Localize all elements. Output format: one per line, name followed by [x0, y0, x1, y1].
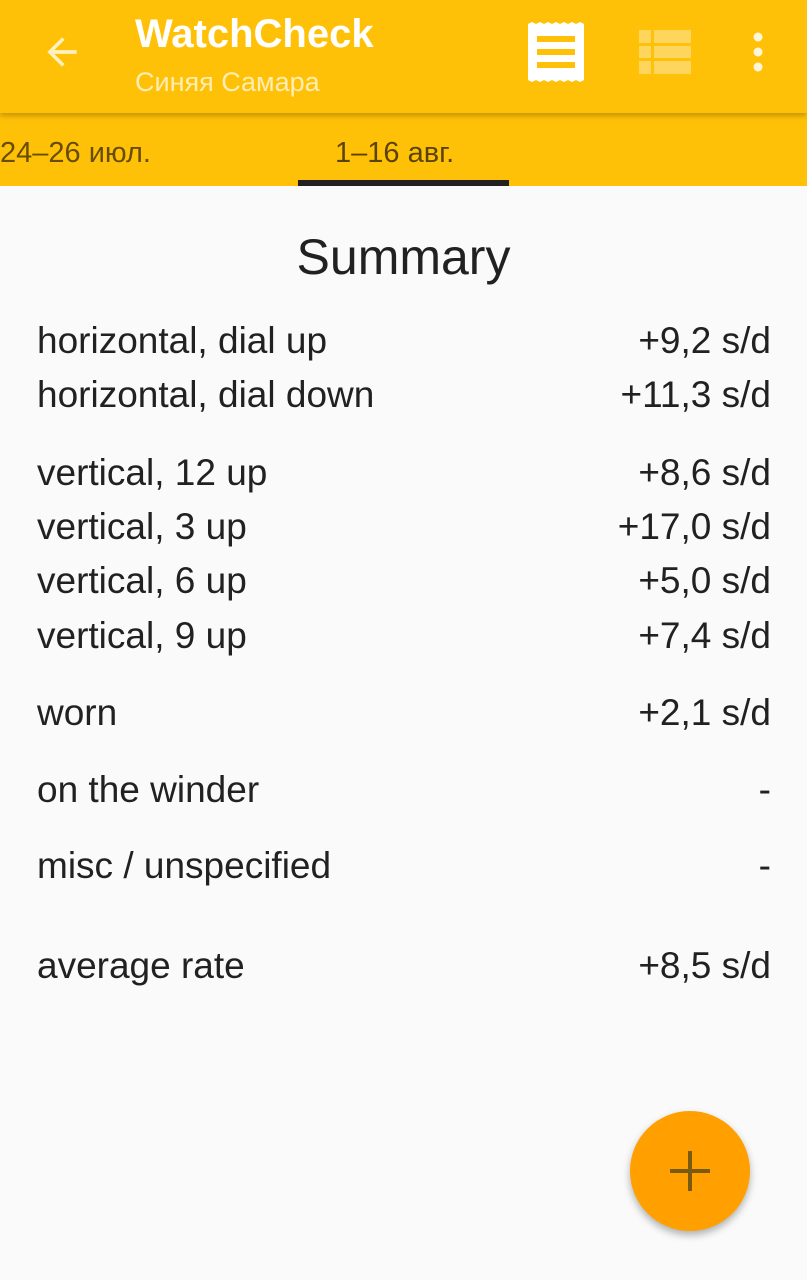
- row-value: -: [758, 845, 771, 886]
- row-label: average rate: [37, 945, 245, 986]
- app-subtitle: Синяя Самара: [135, 67, 320, 97]
- app-bar: WatchCheck Синяя Самара: [0, 0, 807, 113]
- more-options-button[interactable]: [748, 32, 768, 77]
- add-button[interactable]: [630, 1111, 750, 1231]
- summary-row: worn +2,1 s/d: [37, 692, 771, 736]
- summary-heading: Summary: [296, 229, 511, 285]
- row-label: vertical, 3 up: [37, 506, 247, 547]
- summary-row: vertical, 9 up +7,4 s/d: [37, 615, 771, 659]
- back-button[interactable]: [40, 30, 84, 74]
- receipt-button[interactable]: [528, 22, 584, 87]
- row-label: misc / unspecified: [37, 845, 332, 886]
- summary-row: horizontal, dial up +9,2 s/d: [37, 320, 771, 364]
- row-label: vertical, 6 up: [37, 560, 247, 601]
- row-value: +11,3 s/d: [620, 374, 771, 415]
- arrow-back-icon: [47, 37, 77, 67]
- summary-row: vertical, 12 up +8,6 s/d: [37, 452, 771, 496]
- list-view-button[interactable]: [639, 30, 691, 79]
- row-label: on the winder: [37, 769, 260, 810]
- summary-row: vertical, 3 up +17,0 s/d: [37, 506, 771, 550]
- tab-jul[interactable]: 24–26 июл.: [0, 137, 151, 169]
- app-title: WatchCheck: [135, 12, 374, 56]
- row-value: +9,2 s/d: [638, 320, 771, 361]
- plus-icon: [670, 1151, 710, 1191]
- row-label: vertical, 12 up: [37, 452, 268, 493]
- row-label: worn: [37, 692, 118, 733]
- row-label: horizontal, dial down: [37, 374, 375, 415]
- row-label: vertical, 9 up: [37, 615, 247, 656]
- row-value: +8,6 s/d: [638, 452, 771, 493]
- row-value: +2,1 s/d: [638, 692, 771, 733]
- row-value: +8,5 s/d: [638, 945, 771, 986]
- summary-row: on the winder -: [37, 769, 771, 813]
- summary-row: horizontal, dial down +11,3 s/d: [37, 374, 771, 418]
- tab-bar: 24–26 июл. 1–16 авг.: [0, 113, 807, 186]
- receipt-icon: [528, 22, 584, 82]
- row-value: +5,0 s/d: [638, 560, 771, 601]
- more-vert-icon: [753, 32, 763, 72]
- tab-indicator: [298, 180, 509, 186]
- summary-row: vertical, 6 up +5,0 s/d: [37, 560, 771, 604]
- summary-row: average rate +8,5 s/d: [37, 945, 771, 989]
- row-value: +17,0 s/d: [617, 506, 771, 547]
- tab-aug[interactable]: 1–16 авг.: [335, 137, 455, 169]
- view-list-icon: [639, 30, 691, 74]
- summary-row: misc / unspecified -: [37, 845, 771, 889]
- row-label: horizontal, dial up: [37, 320, 328, 361]
- row-value: +7,4 s/d: [638, 615, 771, 656]
- row-value: -: [758, 769, 771, 810]
